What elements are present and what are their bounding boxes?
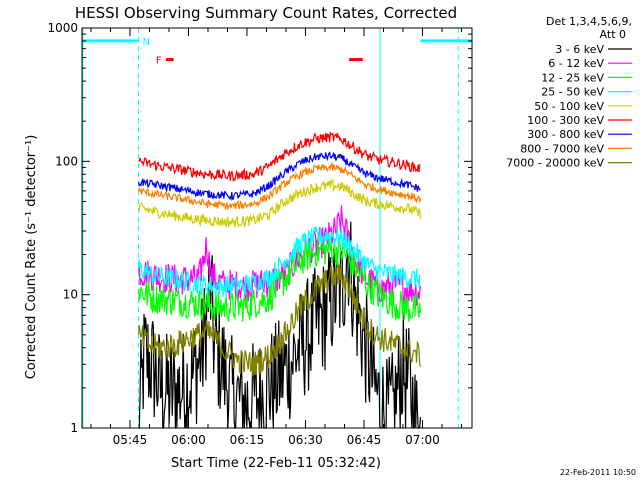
footer-timestamp: 22-Feb-2011 10:50 [560,468,636,477]
x-tick-label: 06:00 [171,433,206,447]
flare-label: F [156,56,162,67]
y-tick-label: 1000 [47,21,78,35]
series-line [138,236,422,322]
legend-header-line-2: Att 0 [600,28,626,41]
series-line [138,226,421,298]
series-line [138,221,422,430]
x-tick-label: 05:45 [113,433,148,447]
x-axis-label: Start Time (22-Feb-11 05:32:42) [171,456,381,471]
y-tick-label: 1 [70,421,78,435]
y-tick-label: 10 [63,288,78,302]
x-tick-label: 07:00 [405,433,440,447]
legend-label: 25 - 50 keV [541,86,604,99]
legend-label: 100 - 300 keV [527,114,604,127]
legend-label: 300 - 800 keV [527,128,604,141]
series-line [138,263,422,377]
series-line [138,178,422,229]
plot-area [82,28,472,430]
plot-frame [81,27,473,429]
legend-header-line-1: Det 1,3,4,5,6,9, [546,15,632,28]
legend-label: 800 - 7000 keV [520,142,604,155]
x-tick-label: 06:30 [288,433,323,447]
legend-label: 7000 - 20000 keV [506,157,604,170]
legend-label: 12 - 25 keV [541,71,604,84]
x-tick-label: 06:15 [230,433,265,447]
series-line [138,162,422,210]
axes: 1 10 100 1000 05:45 06:00 06:15 06:30 06:45 07:00… [47,21,473,447]
night-label: N [143,37,150,48]
legend-label: 6 - 12 keV [548,57,604,70]
series-line [138,131,421,183]
y-axis-label: Corrected Count Rate (s⁻¹ detector⁻¹) [24,135,39,380]
chart-title: HESSI Observing Summary Count Rates, Cor… [75,4,457,22]
series-line [138,151,421,202]
legend-label: 50 - 100 keV [534,100,604,113]
y-tick-label: 100 [55,154,78,168]
legend-label: 3 - 6 keV [555,43,604,56]
series-line [138,205,422,307]
x-tick-label: 06:45 [347,433,382,447]
